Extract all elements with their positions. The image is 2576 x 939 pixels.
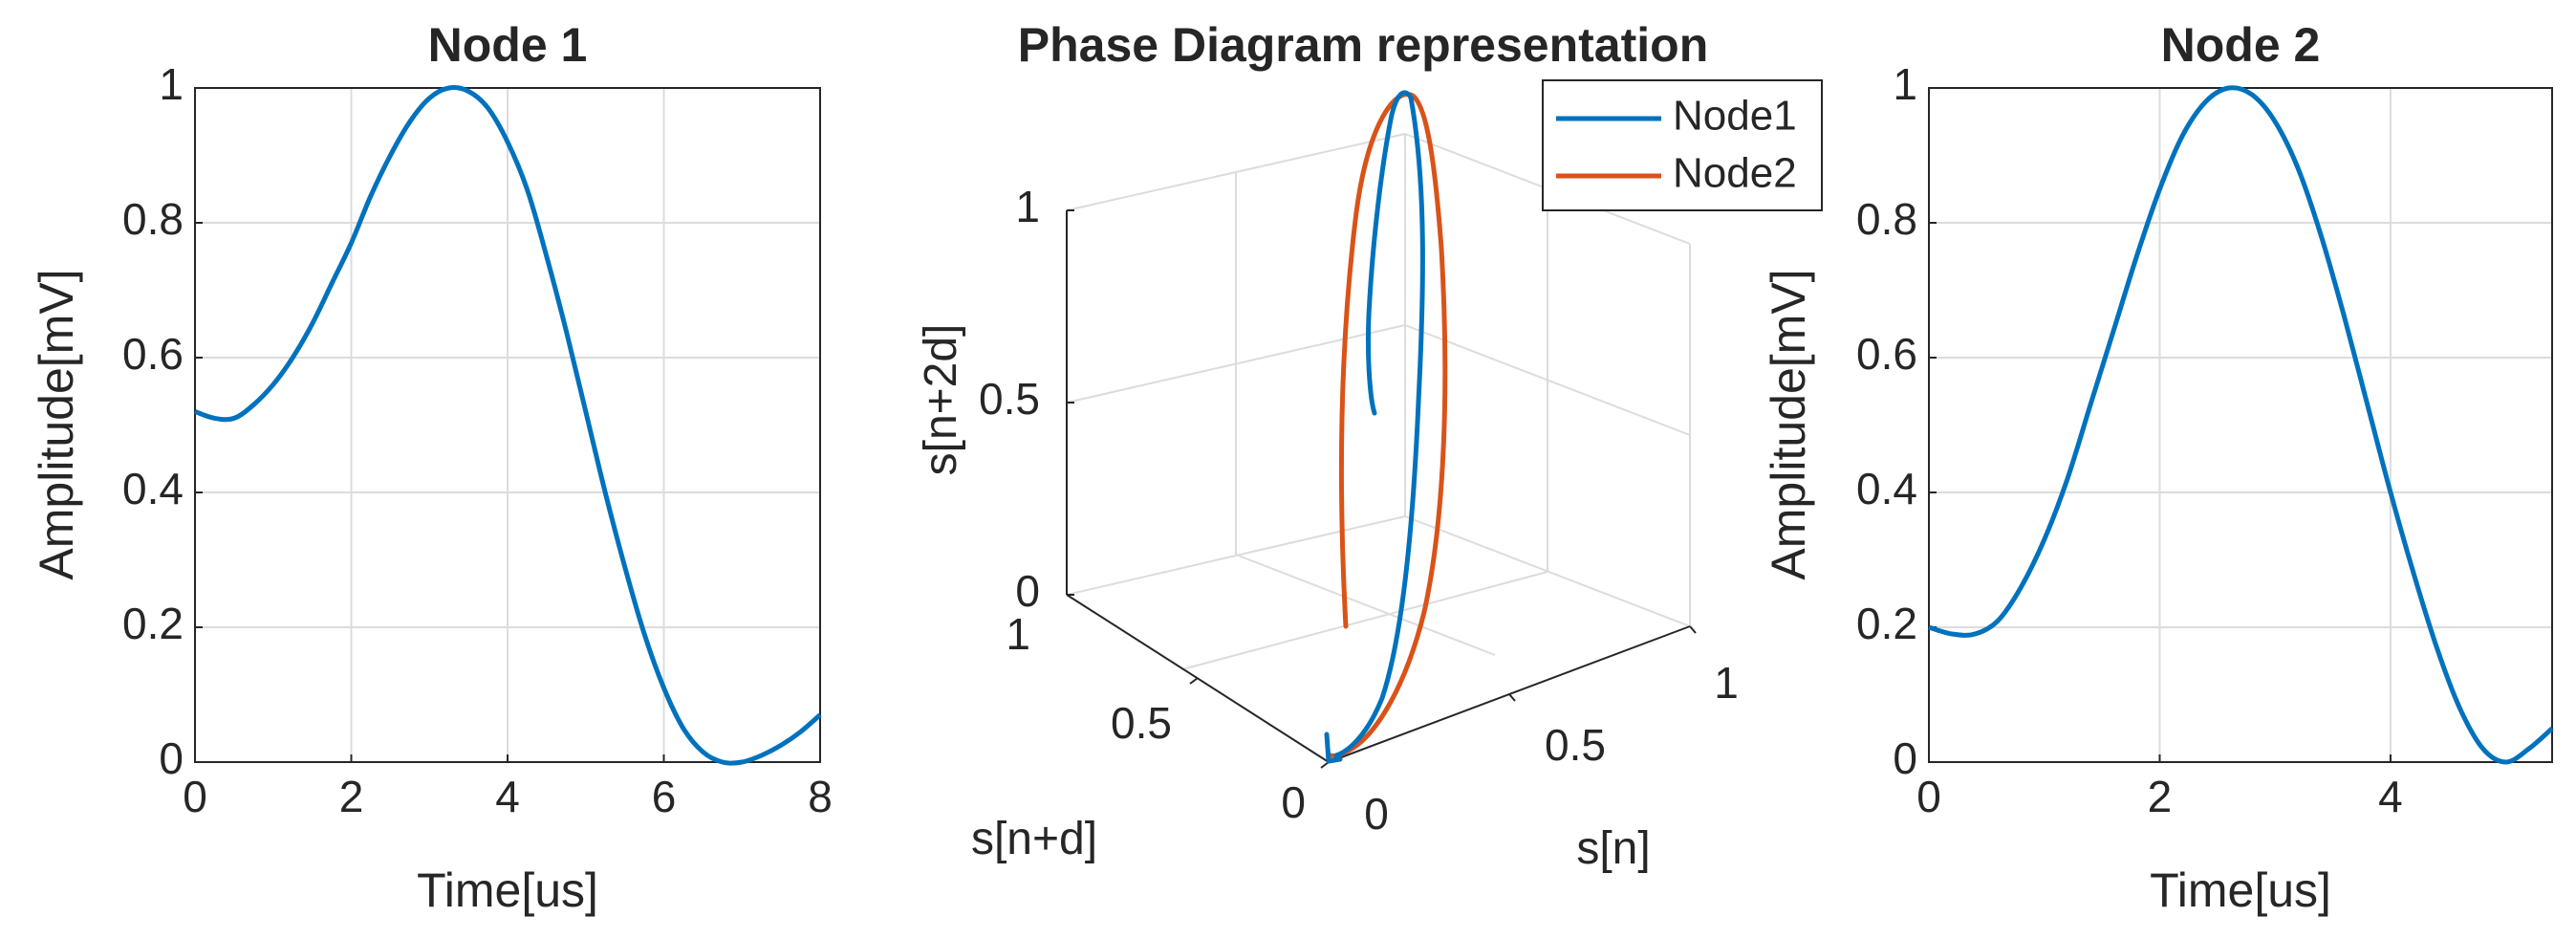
phase-gridlines	[1066, 133, 1691, 670]
phase-x-axis-label: s[n]	[1576, 823, 1650, 874]
phase-diagram-panel: Phase Diagram representation	[916, 18, 1823, 874]
panel2-xtick-label-2: 4	[2378, 772, 2403, 821]
legend-box	[1542, 79, 1823, 211]
node1-title: Node 1	[428, 18, 588, 72]
panel2-ytick-label-0: 0	[1893, 733, 1917, 783]
phase-axes	[1066, 210, 1691, 763]
panel0-ytick-label-2: 0.4	[122, 464, 184, 513]
legend-label-node1: Node1	[1673, 93, 1797, 140]
node1-x-axis-label: Time[us]	[417, 863, 598, 917]
panel2-ytick-label-1: 0.2	[1856, 599, 1917, 648]
node1-series-line	[194, 85, 822, 766]
node2-y-axis-label: Amplitude[mV]	[1762, 269, 1815, 579]
phase-node2-trajectory	[1328, 92, 1448, 758]
phase-ytick-2: 1	[1006, 609, 1030, 659]
phase-ytick-0: 0	[1281, 777, 1306, 827]
panel0-ytick-label-3: 0.6	[122, 329, 184, 379]
phase-z-axis-label: s[n+2d]	[916, 324, 966, 476]
phase-y-axis-label: s[n+d]	[971, 814, 1097, 864]
phase-node1-trajectory	[1324, 90, 1425, 764]
panel0-xtick-label-2: 4	[495, 772, 520, 821]
panel2-ytick-label-3: 0.6	[1856, 329, 1917, 379]
node1-panel: 0 2 4 6 8 0 0.2 0.4 0.6 0.8 1 Node 1 Time[us] Ampl…	[30, 18, 833, 917]
node2-panel: 0 2 4 0 0.2 0.4 0.6 0.8 1 Node 2 Time[us] Amplit…	[1762, 18, 2554, 917]
phase-ztick-0: 0	[1015, 566, 1040, 616]
panel0-xtick-label-1: 2	[339, 772, 364, 821]
phase-xtick-1: 0.5	[1545, 720, 1606, 770]
phase-ztick-1: 0.5	[979, 374, 1040, 424]
panel2-ytick-label-5: 1	[1893, 59, 1917, 109]
panel2-xtick-label-1: 2	[2148, 772, 2173, 821]
node1-y-axis-label: Amplitude[mV]	[30, 269, 83, 579]
panel2-ytick-label-2: 0.4	[1856, 464, 1917, 513]
node1-ticks: 0 2 4 6 8 0 0.2 0.4 0.6 0.8 1	[122, 59, 833, 821]
panel0-ytick-label-5: 1	[159, 59, 184, 109]
legend-label-node2: Node2	[1673, 150, 1797, 197]
phase-xtick-2: 1	[1714, 658, 1739, 708]
panel0-xtick-label-3: 6	[652, 772, 677, 821]
panel2-ytick-label-4: 0.8	[1856, 194, 1917, 244]
phase-tick-marks	[1067, 209, 1697, 769]
panel2-xtick-label-0: 0	[1916, 772, 1941, 821]
node2-gridlines	[1929, 88, 2552, 762]
phase-xtick-0: 0	[1364, 789, 1389, 839]
phase-ytick-1: 0.5	[1111, 698, 1172, 748]
node2-ticks: 0 2 4 0 0.2 0.4 0.6 0.8 1	[1856, 59, 2403, 821]
panel0-xtick-label-0: 0	[183, 772, 207, 821]
phase-legend: Node1 Node2	[1542, 79, 1823, 211]
panel0-ytick-label-4: 0.8	[122, 194, 184, 244]
node2-series-line	[1928, 85, 2554, 765]
node2-x-axis-label: Time[us]	[2150, 863, 2331, 917]
node2-title: Node 2	[2161, 18, 2321, 72]
panel0-ytick-label-1: 0.2	[122, 599, 184, 648]
phase-ztick-2: 1	[1015, 182, 1040, 231]
phase-title: Phase Diagram representation	[1018, 18, 1709, 72]
panel0-ytick-label-0: 0	[159, 733, 184, 783]
node2-axes-box	[1928, 87, 2553, 763]
node1-gridlines	[195, 88, 820, 762]
panel0-xtick-label-4: 8	[808, 772, 833, 821]
